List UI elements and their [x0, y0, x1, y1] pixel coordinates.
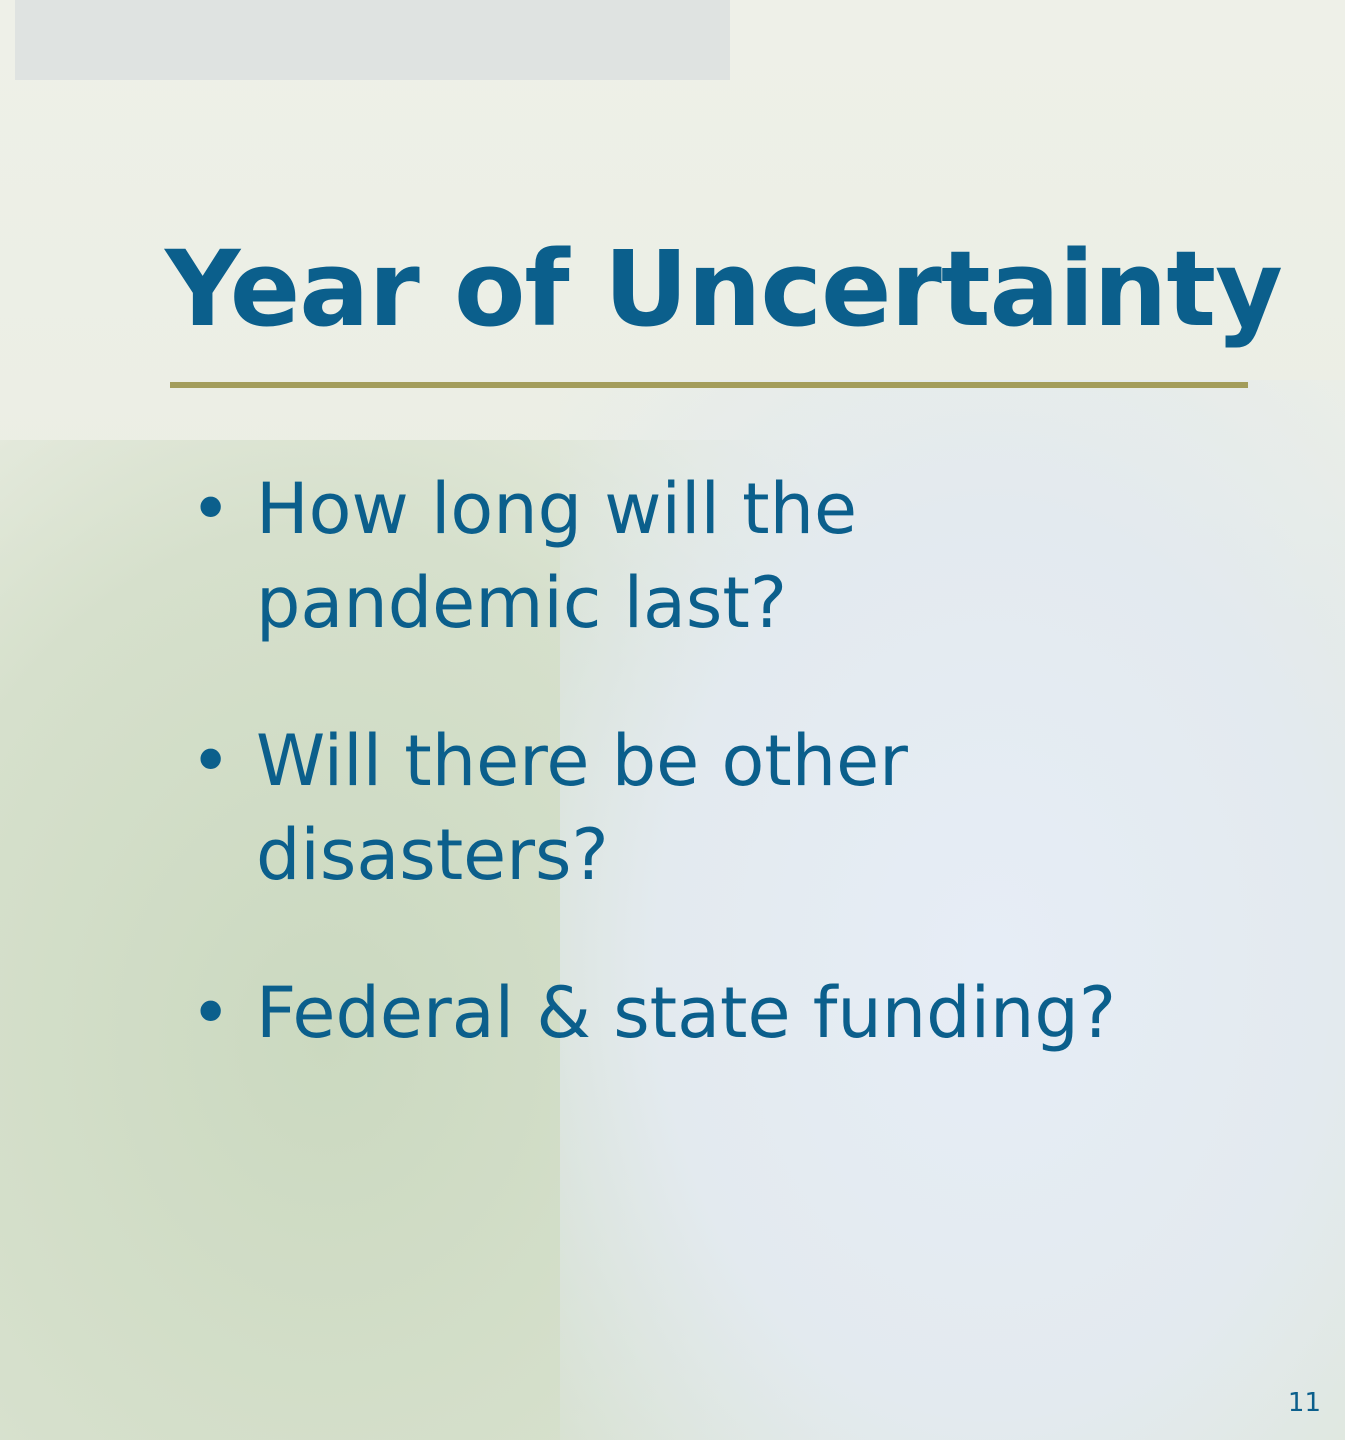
bullet-list: How long will the pandemic last? Will th…: [190, 462, 1190, 1124]
window-background: [15, 0, 730, 80]
slide: Year of Uncertainty How long will the pa…: [0, 0, 1345, 1440]
title-rule: [170, 382, 1248, 388]
page-number: 11: [1288, 1388, 1321, 1418]
slide-title: Year of Uncertainty: [165, 228, 1282, 350]
bullet: Will there be other disasters?: [190, 714, 956, 902]
bullet: How long will the pandemic last?: [190, 462, 896, 650]
bullet: Federal & state funding?: [190, 966, 1190, 1060]
